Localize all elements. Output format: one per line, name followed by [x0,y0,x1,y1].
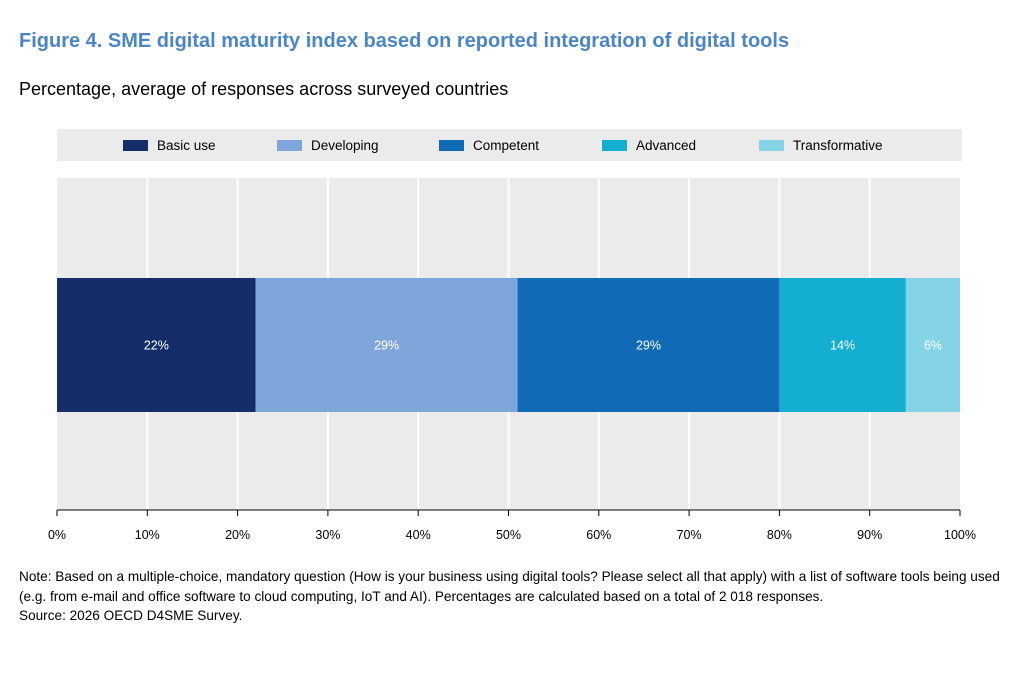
legend-item-basic-use: Basic use [123,129,216,161]
legend-swatch-transformative [759,139,784,151]
legend-swatch-competent [439,139,464,151]
x-tick-label-70: 70% [677,528,702,542]
legend-label-basic-use: Basic use [157,137,216,153]
legend-swatch-developing [277,139,302,151]
bar-segment-competent [517,278,780,412]
figure-notes: Note: Based on a multiple-choice, mandat… [19,567,1007,626]
legend-label-competent: Competent [473,137,540,153]
x-tick-label-50: 50% [496,528,521,542]
data-label-advanced: 14% [830,339,855,353]
bar-segment-developing [255,278,518,412]
bar-segment-basic-use [57,278,256,412]
figure-subtitle: Percentage, average of responses across … [19,79,509,99]
source-text: Source: 2026 OECD D4SME Survey. [19,608,243,623]
data-label-basic-use: 22% [144,339,169,353]
x-tick-label-60: 60% [586,528,611,542]
stacked-bar-chart: 22% 29% 29% 14% 6% 0% 10% 20% 30% 40% 50% 60% 70% 80%… [48,178,976,542]
x-tick-label-0: 0% [48,528,66,542]
bar-segment-transformative [905,278,960,412]
data-label-developing: 29% [374,339,399,353]
legend-item-advanced: Advanced [602,129,696,161]
legend-swatch-basic-use [123,139,148,151]
data-label-competent: 29% [636,339,661,353]
chart-legend: Basic use Developing Competent Advanced … [57,129,962,161]
x-tick-label-100: 100% [944,528,976,542]
legend-label-advanced: Advanced [636,137,697,153]
x-tick-label-10: 10% [135,528,160,542]
legend-item-developing: Developing [277,129,379,161]
legend-item-competent: Competent [439,129,539,161]
legend-label-transformative: Transformative [793,137,883,153]
figure-title: Figure 4. SME digital maturity index bas… [19,30,790,52]
x-tick-label-30: 30% [315,528,340,542]
x-tick-label-90: 90% [857,528,882,542]
bar-segment-advanced [779,278,906,412]
x-tick-label-80: 80% [767,528,792,542]
note-text: Note: Based on a multiple-choice, mandat… [19,569,1000,604]
x-tick-label-40: 40% [406,528,431,542]
legend-swatch-advanced [602,139,627,151]
legend-item-transformative: Transformative [759,129,883,161]
legend-label-developing: Developing [311,137,379,153]
x-tick-label-20: 20% [225,528,250,542]
data-label-transformative: 6% [924,339,942,353]
